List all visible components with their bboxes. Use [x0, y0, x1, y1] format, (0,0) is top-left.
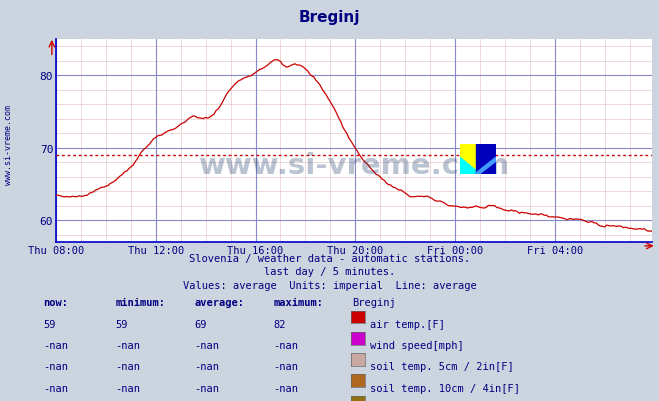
Text: 59: 59 [115, 319, 128, 329]
Text: average:: average: [194, 298, 244, 308]
Text: -nan: -nan [194, 361, 219, 371]
Text: Breginj: Breginj [353, 298, 396, 308]
Text: Values: average  Units: imperial  Line: average: Values: average Units: imperial Line: av… [183, 280, 476, 290]
Text: Slovenia / weather data - automatic stations.: Slovenia / weather data - automatic stat… [189, 253, 470, 263]
Text: www.si-vreme.com: www.si-vreme.com [198, 152, 510, 180]
Polygon shape [475, 158, 496, 174]
Text: -nan: -nan [43, 361, 68, 371]
Text: wind speed[mph]: wind speed[mph] [370, 340, 463, 350]
Text: www.si-vreme.com: www.si-vreme.com [4, 104, 13, 184]
Text: soil temp. 10cm / 4in[F]: soil temp. 10cm / 4in[F] [370, 383, 520, 393]
Text: 69: 69 [194, 319, 207, 329]
Text: minimum:: minimum: [115, 298, 165, 308]
Polygon shape [460, 158, 480, 174]
Text: 82: 82 [273, 319, 286, 329]
Text: -nan: -nan [43, 340, 68, 350]
Text: -nan: -nan [115, 340, 140, 350]
Text: air temp.[F]: air temp.[F] [370, 319, 445, 329]
Text: -nan: -nan [273, 340, 299, 350]
Text: -nan: -nan [115, 361, 140, 371]
Polygon shape [476, 144, 496, 174]
Text: -nan: -nan [273, 383, 299, 393]
Text: maximum:: maximum: [273, 298, 324, 308]
Text: -nan: -nan [43, 383, 68, 393]
Text: now:: now: [43, 298, 68, 308]
Text: 59: 59 [43, 319, 55, 329]
Text: -nan: -nan [115, 383, 140, 393]
Text: -nan: -nan [194, 340, 219, 350]
Text: -nan: -nan [273, 361, 299, 371]
Text: last day / 5 minutes.: last day / 5 minutes. [264, 267, 395, 277]
Text: soil temp. 5cm / 2in[F]: soil temp. 5cm / 2in[F] [370, 361, 513, 371]
Text: Breginj: Breginj [299, 10, 360, 25]
Text: -nan: -nan [194, 383, 219, 393]
